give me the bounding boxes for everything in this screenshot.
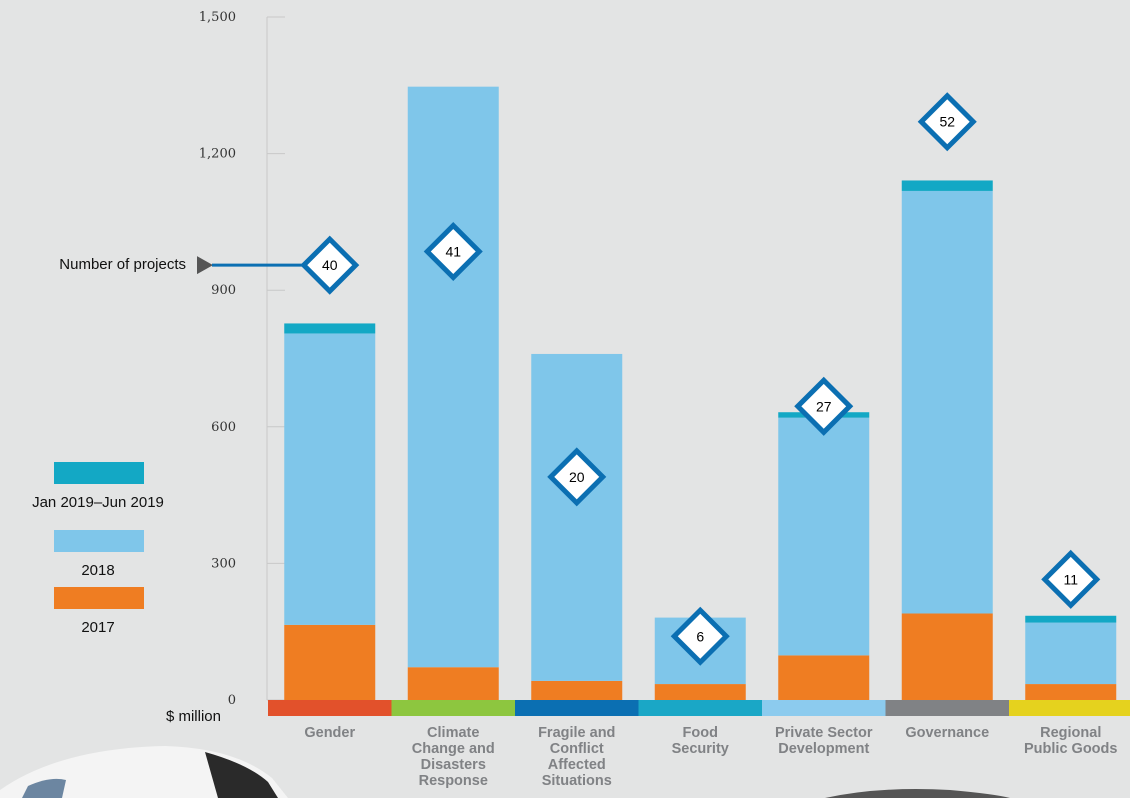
category-label-0: Gender bbox=[304, 725, 355, 741]
strip-segment-2 bbox=[515, 700, 639, 716]
category-label-line: Regional bbox=[1040, 725, 1101, 741]
bar-5-series-1 bbox=[901, 190, 993, 614]
marker-diamond-6 bbox=[1041, 549, 1101, 609]
bar-0-series-2 bbox=[284, 323, 376, 334]
legend-label-2: Jan 2019–Jun 2019 bbox=[32, 494, 164, 511]
bar-2-series-1 bbox=[531, 353, 623, 681]
project-count-markers: 40 41 20 6 27 52 11 bbox=[300, 92, 1101, 666]
strip-segment-1 bbox=[391, 700, 516, 716]
marker-count-0: 40 bbox=[322, 257, 338, 273]
legend-swatch-2 bbox=[54, 462, 144, 484]
category-label-line: Public Goods bbox=[1024, 741, 1117, 757]
y-axis-label: $ million bbox=[166, 708, 221, 725]
marker-count-1: 41 bbox=[445, 243, 461, 259]
marker-count-3: 6 bbox=[696, 628, 704, 644]
category-label-line: Fragile and bbox=[538, 725, 615, 741]
legend: Jan 2019–Jun 2019 2018 2017 bbox=[32, 462, 164, 636]
category-label-line: Affected bbox=[548, 757, 606, 773]
category-label-4: Private Sector Development bbox=[775, 725, 873, 757]
marker-count-5: 52 bbox=[939, 114, 955, 130]
bar-3-series-0 bbox=[654, 684, 746, 700]
bar-0-series-1 bbox=[284, 333, 376, 625]
category-label-6: Regional Public Goods bbox=[1024, 725, 1117, 757]
marker-diamond-0 bbox=[300, 235, 360, 295]
category-label-line: Situations bbox=[542, 773, 612, 789]
category-label-line: Climate bbox=[427, 725, 479, 741]
marker-count-4: 27 bbox=[816, 398, 832, 414]
marker-count-6: 11 bbox=[1063, 571, 1078, 587]
category-label-line: Governance bbox=[905, 725, 989, 741]
legend-swatch-1 bbox=[54, 530, 144, 552]
marker-diamond-3 bbox=[670, 606, 730, 666]
decorative-photo-left bbox=[0, 746, 288, 798]
marker-diamond-4 bbox=[794, 376, 854, 436]
annotation-label: Number of projects bbox=[59, 256, 186, 273]
bar-5-series-0 bbox=[901, 613, 993, 700]
category-labels: Gender Climate Change and Disasters Response… bbox=[304, 725, 1117, 789]
annotation-arrow bbox=[197, 256, 213, 275]
bar-4-series-1 bbox=[778, 417, 870, 656]
y-tick-label-2: 600 bbox=[211, 420, 236, 435]
category-label-line: Change and bbox=[412, 741, 495, 757]
bar-6-series-1 bbox=[1025, 622, 1117, 685]
legend-swatch-0 bbox=[54, 587, 144, 609]
marker-diamond-1 bbox=[423, 221, 483, 282]
bar-6-series-0 bbox=[1025, 684, 1117, 700]
strip-segment-6 bbox=[1009, 700, 1130, 716]
marker-count-2: 20 bbox=[569, 469, 585, 485]
category-label-1: Climate Change and Disasters Response bbox=[412, 725, 495, 789]
bar-1-series-0 bbox=[407, 667, 499, 700]
strip-segment-4 bbox=[762, 700, 886, 716]
legend-label-0: 2017 bbox=[81, 619, 114, 636]
bar-4-series-0 bbox=[778, 655, 870, 700]
y-tick-label-3: 900 bbox=[211, 283, 236, 298]
bar-5-series-2 bbox=[901, 180, 993, 191]
bars bbox=[284, 86, 1117, 700]
category-label-line: Gender bbox=[304, 725, 355, 741]
y-tick-label-1: 300 bbox=[211, 556, 236, 571]
bar-1-series-1 bbox=[407, 86, 499, 668]
legend-label-1: 2018 bbox=[81, 562, 114, 579]
category-label-line: Conflict bbox=[550, 741, 604, 757]
category-color-strip bbox=[268, 700, 1130, 716]
category-label-2: Fragile and Conflict Affected Situations bbox=[538, 725, 615, 789]
bar-0-series-0 bbox=[284, 624, 376, 700]
y-tick-label-4: 1,200 bbox=[199, 147, 236, 162]
strip-segment-0 bbox=[268, 700, 392, 716]
category-label-line: Security bbox=[672, 741, 729, 757]
strip-segment-3 bbox=[638, 700, 763, 716]
y-tick-label-5: 1,500 bbox=[199, 10, 236, 25]
y-tick-label-0: 0 bbox=[228, 693, 236, 708]
category-label-5: Governance bbox=[905, 725, 989, 741]
marker-diamond-2 bbox=[547, 447, 607, 507]
marker-diamond-5 bbox=[917, 92, 977, 152]
category-label-line: Disasters bbox=[421, 757, 486, 773]
bar-6-series-2 bbox=[1025, 615, 1117, 623]
category-label-line: Development bbox=[778, 741, 869, 757]
y-tick-labels: 0 300 600 900 1,200 1,500 bbox=[199, 10, 285, 708]
strip-segment-5 bbox=[885, 700, 1010, 716]
category-label-3: Food Security bbox=[672, 725, 729, 757]
category-label-line: Private Sector bbox=[775, 725, 873, 741]
bar-2-series-0 bbox=[531, 680, 623, 700]
decorative-photo-right bbox=[825, 789, 1010, 798]
project-count-annotation: Number of projects bbox=[59, 256, 330, 275]
category-label-line: Response bbox=[419, 773, 488, 789]
category-label-line: Food bbox=[683, 725, 718, 741]
